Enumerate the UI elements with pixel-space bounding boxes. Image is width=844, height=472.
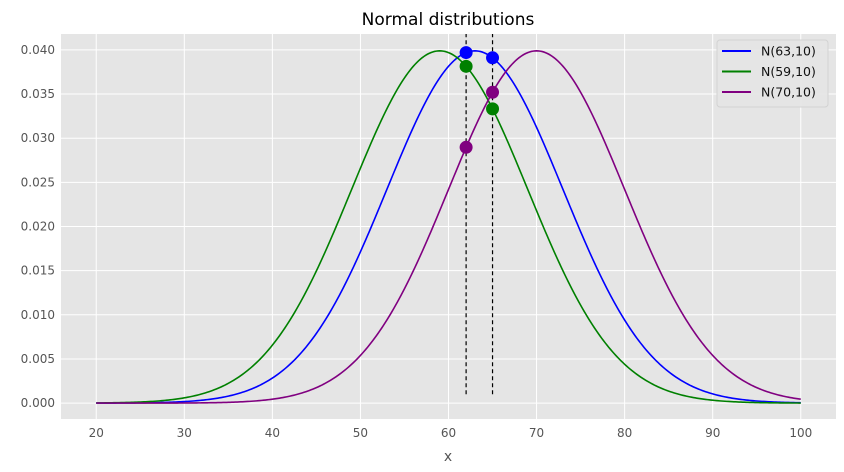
legend: N(63,10) N(59,10) N(70,10) <box>716 39 829 108</box>
x-tick-label: 30 <box>177 426 192 440</box>
data-point <box>486 51 500 65</box>
y-tick-label: 0.010 <box>21 308 55 322</box>
data-point <box>459 46 473 60</box>
x-tick-label: 90 <box>705 426 720 440</box>
x-tick-label: 20 <box>89 426 104 440</box>
x-tick-label: 100 <box>789 426 812 440</box>
y-tick-label: 0.015 <box>21 264 55 278</box>
series-line-59 <box>96 50 801 404</box>
y-tick-label: 0.035 <box>21 87 55 101</box>
data-point <box>486 85 500 99</box>
y-tick-label: 0.030 <box>21 131 55 145</box>
x-tick-label: 60 <box>441 426 456 440</box>
y-tick-label: 0.000 <box>21 396 55 410</box>
y-tick-label: 0.020 <box>21 220 55 234</box>
chart-title: Normal distributions <box>362 10 535 30</box>
legend-label: N(63,10) <box>761 44 816 59</box>
legend-label: N(70,10) <box>761 85 816 100</box>
x-tick-label: 40 <box>265 426 280 440</box>
data-point <box>459 59 473 73</box>
x-axis-label: x <box>444 449 452 465</box>
y-tick-label: 0.025 <box>21 175 55 189</box>
x-tick-label: 70 <box>529 426 544 440</box>
x-tick-label: 50 <box>353 426 368 440</box>
y-tick-label: 0.040 <box>21 43 55 57</box>
series-line-63 <box>96 50 801 404</box>
y-tick-label: 0.005 <box>21 352 55 366</box>
x-tick-label: 80 <box>617 426 632 440</box>
data-point <box>459 140 473 154</box>
data-point <box>486 102 500 116</box>
series-line-70 <box>96 50 801 404</box>
legend-label: N(59,10) <box>761 64 816 79</box>
